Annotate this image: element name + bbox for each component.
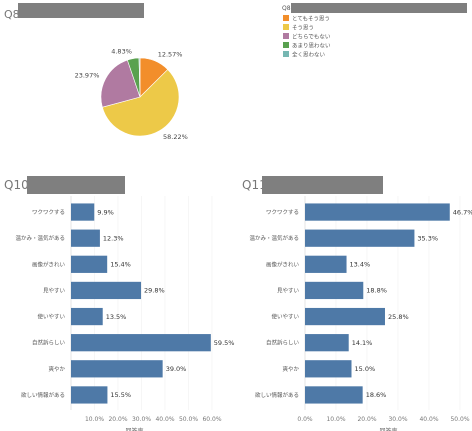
q11-bar-1 bbox=[305, 229, 415, 247]
legend-label-1: そう思う bbox=[292, 25, 314, 32]
q11-title-redaction bbox=[262, 176, 383, 194]
legend-label-0: とてもそう思う bbox=[292, 16, 330, 23]
q11-bar-7 bbox=[305, 386, 363, 404]
q11-bar-2 bbox=[305, 255, 347, 273]
q11-value-label-3: 18.8% bbox=[366, 287, 387, 295]
pie-slice-2 bbox=[100, 59, 141, 108]
q10-tick-label-3: 40.0% bbox=[155, 416, 174, 423]
q10-value-label-1: 12.3% bbox=[103, 234, 124, 242]
pie-label-3: 4.83% bbox=[111, 48, 132, 56]
q10-bar-chart: ワクワクする 9.9% 温かみ・温気がある 12.3% 画像がきれい 15.4% 見やすい 2… bbox=[15, 196, 234, 431]
q11-category-label-7: 欲しい情報がある bbox=[255, 391, 299, 399]
legend-swatch-1 bbox=[283, 24, 289, 30]
q10-tick-label-4: 50.0% bbox=[179, 416, 198, 423]
q11-bar-5 bbox=[305, 334, 349, 352]
q11-value-label-4: 25.8% bbox=[388, 313, 409, 321]
q11-value-label-7: 18.6% bbox=[366, 391, 387, 399]
q10-value-label-2: 15.4% bbox=[110, 261, 131, 269]
q11-title: Q11 bbox=[242, 178, 267, 192]
q11-category-label-4: 使いやすい bbox=[271, 313, 299, 321]
q8-title-redaction bbox=[18, 3, 144, 18]
q10-bar-6 bbox=[71, 360, 163, 378]
q10-category-label-4: 使いやすい bbox=[37, 313, 65, 321]
q10-bar-2 bbox=[71, 255, 108, 273]
q11-tick-label-0: 0.0% bbox=[297, 416, 313, 423]
q11-tick-label-1: 10.0% bbox=[326, 416, 345, 423]
q11-value-label-6: 15.0% bbox=[355, 365, 376, 373]
q11-category-label-2: 画像がきれい bbox=[266, 260, 300, 268]
q10-value-label-4: 13.5% bbox=[106, 313, 127, 321]
q10-bar-1 bbox=[71, 229, 100, 247]
q10-tick-label-1: 20.0% bbox=[108, 416, 127, 423]
q10-bar-4 bbox=[71, 307, 103, 326]
q11-bar-chart: ワクワクする 46.7% 温かみ・温気がある 35.3% 画像がきれい 13.4% 見やすい… bbox=[249, 196, 472, 431]
pie-label-0: 12.57% bbox=[158, 51, 183, 59]
q11-value-label-1: 35.3% bbox=[417, 234, 438, 242]
q11-category-label-6: 爽やか bbox=[282, 365, 299, 373]
pie-slice-4 bbox=[138, 57, 141, 98]
q11-bar-6 bbox=[305, 360, 352, 378]
legend-label-3: あまり思わない bbox=[292, 43, 331, 50]
q10-category-label-6: 爽やか bbox=[48, 365, 65, 373]
q11-value-label-0: 46.7% bbox=[453, 208, 472, 216]
legend-swatch-3 bbox=[283, 42, 289, 48]
q10-bar-7 bbox=[71, 386, 108, 404]
q11-bar-4 bbox=[305, 307, 385, 326]
q11-tick-label-4: 40.0% bbox=[419, 416, 438, 423]
pie-label-2: 23.97% bbox=[75, 71, 100, 79]
q10-category-label-5: 自然訴らしい bbox=[32, 339, 66, 347]
q10-x-axis-label: 回答率 bbox=[125, 427, 143, 431]
q10-category-label-3: 見やすい bbox=[43, 286, 66, 294]
q10-category-label-7: 欲しい情報がある bbox=[21, 391, 65, 399]
legend-swatch-0 bbox=[283, 15, 289, 21]
legend-swatch-2 bbox=[283, 33, 289, 39]
q10-tick-label-0: 10.0% bbox=[85, 416, 104, 423]
q10-bar-3 bbox=[71, 281, 142, 300]
q11-value-label-2: 13.4% bbox=[350, 261, 371, 269]
legend-label-2: どちらでもない bbox=[292, 33, 331, 41]
q10-category-label-2: 画像がきれい bbox=[32, 260, 66, 268]
q11-tick-label-2: 20.0% bbox=[357, 416, 376, 423]
q10-value-label-0: 9.9% bbox=[97, 208, 114, 216]
q10-title-redaction bbox=[27, 176, 125, 194]
q11-value-label-5: 14.1% bbox=[352, 339, 373, 347]
q11-bar-0 bbox=[305, 203, 450, 221]
q11-tick-label-3: 30.0% bbox=[388, 416, 407, 423]
q11-category-label-5: 自然訴らしい bbox=[266, 339, 300, 347]
q8-pie-chart: 12.57% 58.22% 23.97% 4.83% bbox=[75, 48, 188, 141]
legend-title: Q8 bbox=[282, 5, 291, 12]
q11-category-label-1: 温かみ・温気がある bbox=[249, 234, 299, 242]
q11-bar-3 bbox=[305, 281, 364, 300]
pie-label-1: 58.22% bbox=[163, 133, 188, 141]
q10-value-label-7: 15.5% bbox=[110, 391, 131, 399]
legend-label-4: 全く思わない bbox=[292, 51, 326, 59]
q11-category-label-3: 見やすい bbox=[277, 286, 300, 294]
q11-tick-label-5: 50.0% bbox=[450, 416, 469, 423]
q8-title: Q8 bbox=[4, 8, 20, 21]
q10-tick-label-2: 30.0% bbox=[132, 416, 151, 423]
legend-title-redaction bbox=[291, 3, 467, 13]
q10-value-label-6: 39.0% bbox=[166, 365, 187, 373]
q11-x-axis-label: 回答率 bbox=[379, 427, 397, 431]
q10-category-label-0: ワクワクする bbox=[32, 209, 65, 216]
q10-tick-label-5: 60.0% bbox=[202, 416, 221, 423]
q10-category-label-1: 温かみ・温気がある bbox=[15, 234, 65, 242]
q10-value-label-3: 29.8% bbox=[144, 287, 165, 295]
q10-title: Q10. bbox=[4, 178, 33, 192]
q10-bar-5 bbox=[71, 334, 211, 352]
q10-bar-0 bbox=[71, 203, 95, 221]
q11-category-label-0: ワクワクする bbox=[266, 209, 299, 216]
pie-slice-1 bbox=[101, 69, 180, 137]
legend-swatch-4 bbox=[283, 51, 289, 57]
q10-value-label-5: 59.5% bbox=[214, 339, 235, 347]
